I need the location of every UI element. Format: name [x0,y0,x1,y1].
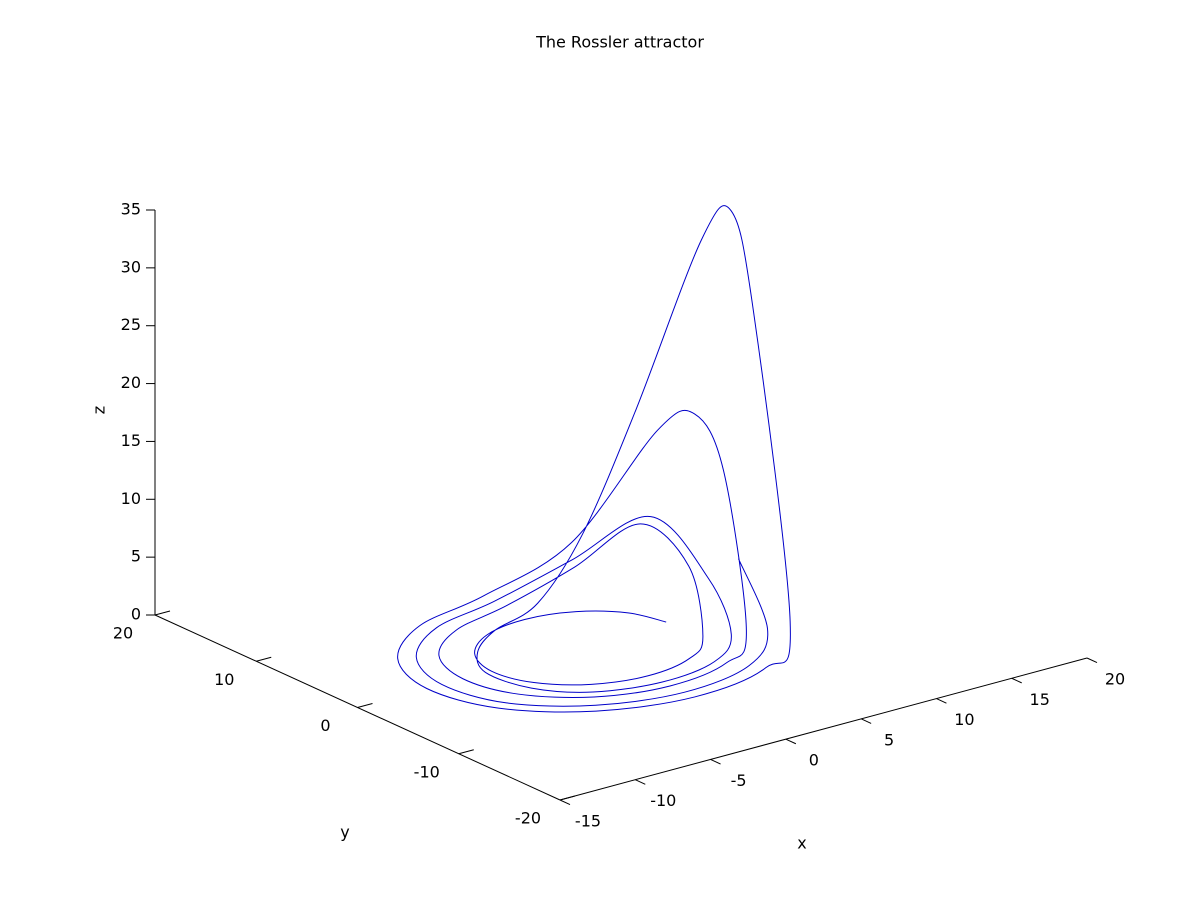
x-axis-line [559,657,1088,801]
z-tick-label: 30 [121,257,141,276]
x-tick-label: -10 [650,791,676,810]
x-tick-label: 5 [884,730,894,749]
z-tick-label: 10 [121,489,141,508]
y-tick-label: 0 [320,716,330,735]
y-tick-label: -20 [515,809,541,828]
y-tick [357,703,373,708]
trajectory [397,205,791,713]
x-tick [559,799,571,806]
x-tick-label: -15 [575,812,601,831]
x-tick [710,758,721,765]
z-tick-label: 25 [121,315,141,334]
y-tick [458,749,474,755]
z-tick-label: 5 [131,547,141,566]
x-tick-label: 15 [1030,690,1050,709]
y-tick [256,656,272,662]
y-axis-label: y [340,823,349,842]
y-tick [154,610,171,616]
z-tick-label: 35 [121,200,141,219]
y-tick-label: -10 [414,762,440,781]
y-tick-label: 10 [214,670,234,689]
z-tick-label: 15 [121,431,141,450]
z-tick-label: 20 [121,373,141,392]
y-tick-label: 20 [113,624,133,643]
z-tick-label: 0 [131,605,141,624]
x-tick [1086,657,1098,664]
x-tick [635,779,646,785]
y-tick [559,795,576,801]
x-tick-label: -5 [731,771,747,790]
x-tick-label: 10 [954,710,974,729]
z-axis-label: z [90,406,109,414]
x-tick [936,698,947,704]
x-tick [785,738,797,745]
chart-title: The Rossler attractor [535,33,704,52]
x-axis-label: x [797,834,806,853]
x-tick [860,718,872,724]
x-tick-label: 20 [1105,670,1125,689]
x-tick-label: 0 [809,751,819,770]
x-tick [1011,677,1022,684]
